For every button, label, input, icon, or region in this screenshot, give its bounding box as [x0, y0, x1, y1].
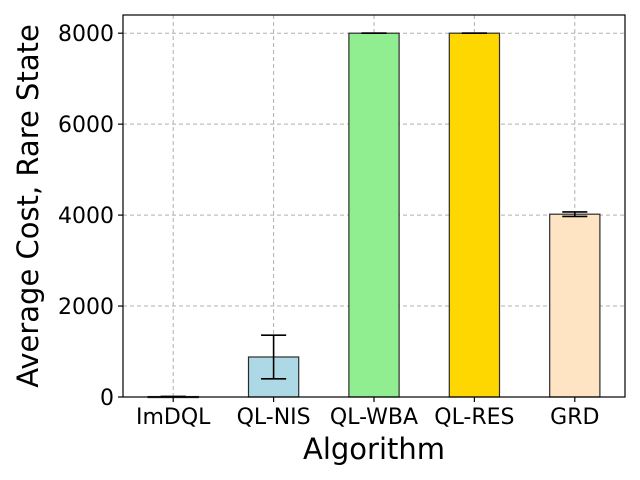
y-tick-label: 2000 — [58, 295, 114, 320]
x-tick-label: ImDQL — [136, 405, 211, 430]
x-axis-title: Algorithm — [303, 432, 445, 466]
bar-ql-wba — [348, 32, 400, 398]
bar-grd — [549, 213, 601, 398]
error-bar-grd — [562, 211, 588, 218]
x-tick-label: QL-RES — [434, 405, 514, 430]
x-tick-label: QL-NIS — [237, 405, 311, 430]
y-axis-title: Average Cost, Rare State — [11, 24, 45, 388]
y-tick-label: 4000 — [58, 204, 114, 229]
y-tick-label: 6000 — [58, 113, 114, 138]
error-bar-ql-nis — [261, 334, 287, 380]
x-tick-label: QL-WBA — [330, 405, 418, 430]
x-axis-ticks: ImDQL QL-NIS QL-WBA QL-RES GRD — [136, 397, 599, 430]
y-tick-label: 0 — [100, 386, 114, 411]
bars — [147, 32, 601, 399]
y-tick-label: 8000 — [58, 22, 114, 47]
x-tick-label: GRD — [550, 405, 599, 430]
bar-ql-res — [448, 32, 501, 398]
y-axis-ticks: 0 2000 4000 6000 8000 — [58, 22, 123, 411]
